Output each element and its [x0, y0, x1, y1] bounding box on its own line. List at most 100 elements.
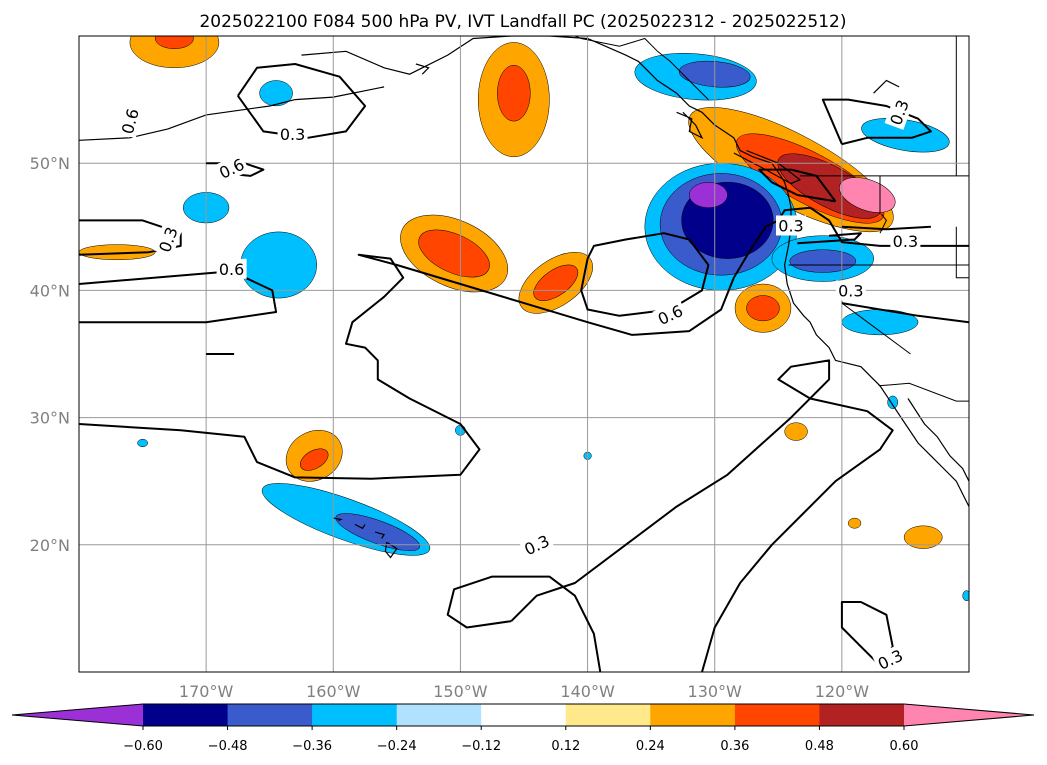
colorbar-bin — [565, 704, 651, 726]
anomaly-region — [839, 177, 896, 213]
colorbar-tick-label: 0.12 — [551, 739, 580, 754]
contour-label-mask — [776, 215, 806, 236]
colorbar-tick-label: −0.48 — [208, 739, 248, 754]
contour-label-mask — [872, 643, 909, 672]
colorbar-extend-max — [904, 704, 1034, 726]
political-borders — [574, 36, 969, 402]
anomaly-region — [299, 448, 329, 471]
anomaly-region — [335, 513, 421, 551]
coastline — [375, 531, 386, 539]
map-frame — [78, 35, 970, 673]
contour-label: 0.3 — [778, 217, 803, 236]
anomaly-region — [418, 229, 490, 278]
colorbar-extend-min — [12, 704, 143, 726]
y-axis-ticks: 20°N 30°N 40°N 50°N — [30, 154, 70, 555]
contour-label-mask — [277, 123, 308, 144]
chart-title: 2025022100 F084 500 hPa PV, IVT Landfall… — [199, 12, 846, 32]
ivt-contours — [79, 63, 969, 672]
contour-line — [79, 270, 278, 324]
coastline — [79, 86, 385, 141]
coastline — [676, 111, 704, 140]
coastline — [733, 149, 802, 185]
colorbar-tick-label: 0.36 — [720, 739, 749, 754]
colorbar-bin — [734, 704, 820, 726]
coastline — [907, 398, 969, 482]
contour-line — [510, 359, 894, 672]
anomaly-region — [847, 517, 862, 529]
border-line — [878, 382, 969, 402]
contour-line — [758, 168, 837, 203]
colorbar-bin — [143, 704, 229, 726]
anomaly-region — [533, 264, 579, 301]
contour-label-mask — [652, 299, 689, 331]
coastline — [415, 63, 430, 75]
contour-label-mask — [116, 104, 144, 139]
colorbar-tick-label: 0.24 — [636, 739, 665, 754]
colorbar-tick-label: −0.24 — [377, 739, 417, 754]
contour-line — [79, 219, 182, 256]
colorbar-bin — [227, 704, 313, 726]
anomaly-region — [240, 231, 317, 299]
x-tick-label: 140°W — [560, 682, 615, 701]
border-line — [574, 36, 709, 100]
colorbar-tick-label: 0.60 — [890, 739, 919, 754]
coastline — [354, 523, 366, 530]
contour-line — [797, 232, 862, 245]
anomaly-region — [962, 590, 969, 602]
anomaly-region — [789, 249, 857, 273]
anomaly-region — [903, 525, 943, 549]
colorbar-bin — [396, 704, 482, 726]
coastline — [873, 79, 900, 94]
anomaly-region — [137, 438, 148, 448]
contour-label-mask — [890, 230, 921, 251]
contour-label: 0.3 — [280, 125, 305, 144]
coastline — [384, 541, 398, 559]
x-axis-ticks: 170°W 160°W 150°W 140°W 130°W 120°W — [179, 682, 869, 701]
colorbar-tick-label: −0.12 — [461, 739, 501, 754]
contour-label-mask — [884, 94, 914, 130]
colorbar-tick-label: −0.36 — [292, 739, 332, 754]
contour-label-mask — [153, 221, 183, 258]
x-tick-label: 160°W — [306, 682, 361, 701]
anomaly-region — [497, 64, 531, 122]
anomaly-region — [129, 36, 220, 69]
anomaly-region — [887, 395, 899, 409]
coastline — [333, 517, 343, 522]
x-tick-label: 170°W — [179, 682, 234, 701]
colorbar-bin — [650, 704, 736, 726]
contour-line — [79, 206, 969, 480]
y-tick-label: 20°N — [30, 536, 70, 555]
contour-line — [821, 98, 932, 146]
colorbar-bin — [819, 704, 905, 726]
y-tick-label: 30°N — [30, 409, 70, 428]
contour-line — [841, 225, 931, 231]
colorbar-bin — [312, 704, 398, 726]
contour-label-mask — [216, 258, 247, 279]
contour-label-mask — [518, 529, 555, 561]
contour-line — [580, 232, 710, 317]
contour-label: 0.3 — [838, 281, 863, 300]
contour-label: 0.6 — [219, 260, 244, 279]
colorbar-tick-label: −0.60 — [123, 739, 163, 754]
x-tick-label: 150°W — [433, 682, 488, 701]
anomaly-region — [259, 80, 293, 107]
contour-label: 0.3 — [893, 232, 918, 251]
colorbar: −0.60 −0.48 −0.36 −0.24 −0.12 0.12 0.24 0.36 0.4… — [11, 703, 1035, 754]
contour-line — [446, 575, 602, 672]
anomaly-region — [784, 422, 808, 441]
contour-label-mask — [835, 280, 866, 301]
colorbar-bin — [481, 704, 567, 726]
y-tick-label: 40°N — [30, 281, 70, 300]
colorbar-tick-label: 0.48 — [805, 739, 834, 754]
anomaly-region — [79, 244, 156, 261]
anomaly-region — [689, 182, 728, 208]
x-tick-label: 120°W — [815, 682, 870, 701]
coastline — [301, 36, 512, 75]
pv-anomaly-shading — [79, 36, 969, 602]
contour-line — [841, 302, 969, 324]
y-tick-label: 50°N — [30, 154, 70, 173]
x-tick-label: 130°W — [688, 682, 743, 701]
anomaly-region — [155, 36, 194, 49]
contour-label-mask — [213, 152, 250, 184]
